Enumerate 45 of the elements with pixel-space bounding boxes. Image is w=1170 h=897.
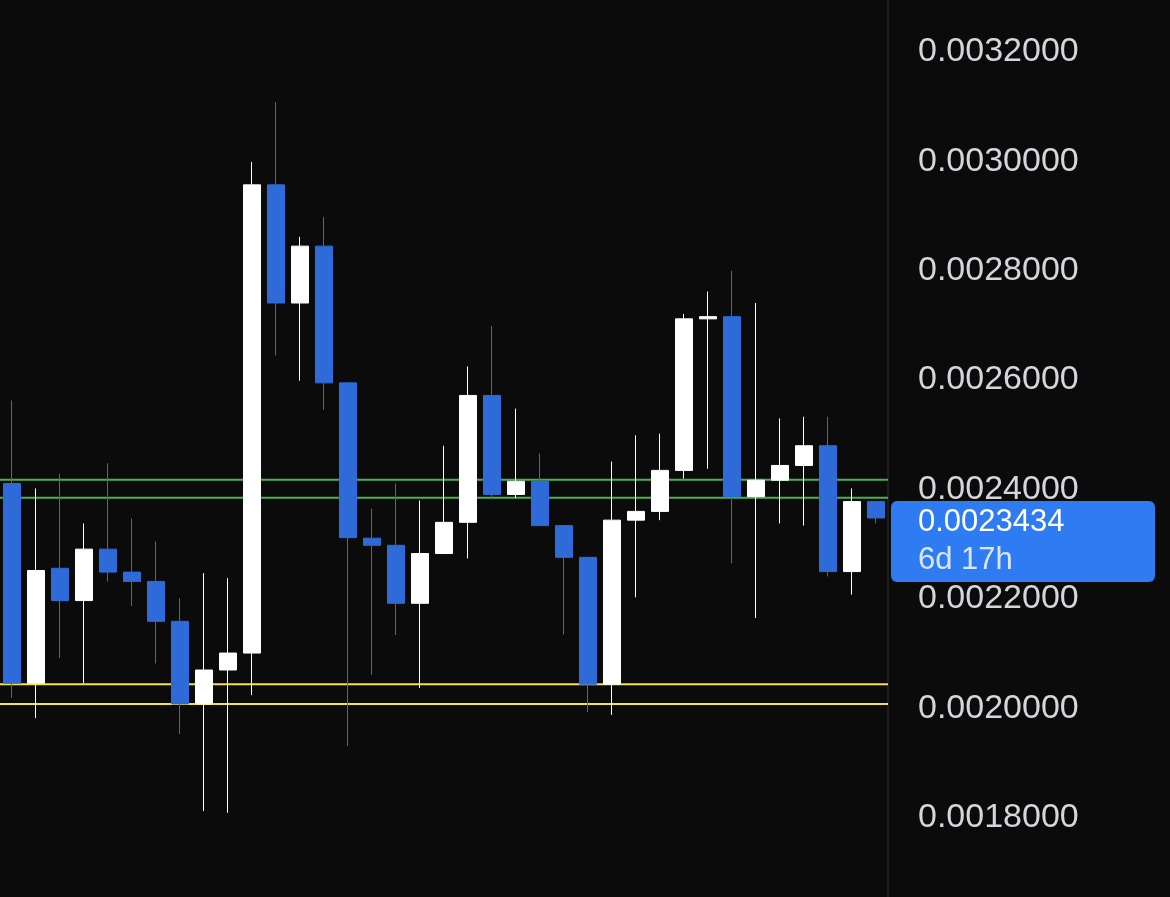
y-tick-label: 0.0032000 xyxy=(918,30,1079,69)
candlestick xyxy=(459,365,477,559)
candlestick xyxy=(27,487,45,719)
candlestick xyxy=(219,577,237,814)
candlestick xyxy=(795,416,813,527)
y-tick-label: 0.0018000 xyxy=(918,795,1079,834)
candlestick xyxy=(531,452,549,527)
y-tick-label: 0.0022000 xyxy=(918,577,1079,616)
candlestick xyxy=(483,325,501,499)
candlestick xyxy=(315,216,333,411)
candlestick xyxy=(819,416,837,577)
candlestick xyxy=(51,473,69,659)
candlestick xyxy=(603,461,621,716)
candlestick xyxy=(723,270,741,564)
candlestick xyxy=(99,462,117,582)
candlestick xyxy=(363,508,381,676)
candlestick xyxy=(771,417,789,524)
candlestick xyxy=(435,445,453,555)
candlestick xyxy=(147,540,165,664)
candlestick xyxy=(291,236,309,382)
candlestick xyxy=(267,101,285,357)
candlestick xyxy=(675,313,693,480)
candlestick xyxy=(411,499,429,689)
candlestick xyxy=(699,291,717,470)
candlestick xyxy=(747,302,765,619)
candlestick xyxy=(339,382,357,747)
candlestick xyxy=(75,522,93,684)
candlestick xyxy=(651,433,669,521)
y-tick-label: 0.0028000 xyxy=(918,249,1079,288)
candlestick xyxy=(627,434,645,598)
candlestick xyxy=(843,487,861,596)
candlestick xyxy=(195,572,213,812)
candlestick xyxy=(867,501,885,524)
candlestick xyxy=(507,408,525,499)
candlestick xyxy=(387,483,405,636)
y-tick-label: 0.0020000 xyxy=(918,686,1079,725)
candlestick xyxy=(243,161,261,696)
candlestick xyxy=(579,556,597,713)
candlestick xyxy=(3,399,21,699)
candlestick xyxy=(555,525,573,635)
candlestick xyxy=(171,597,189,735)
y-tick-label: 0.0030000 xyxy=(918,139,1079,178)
candlestick xyxy=(123,518,141,607)
y-tick-label: 0.0026000 xyxy=(918,358,1079,397)
text: 6d 17h xyxy=(918,540,1013,576)
